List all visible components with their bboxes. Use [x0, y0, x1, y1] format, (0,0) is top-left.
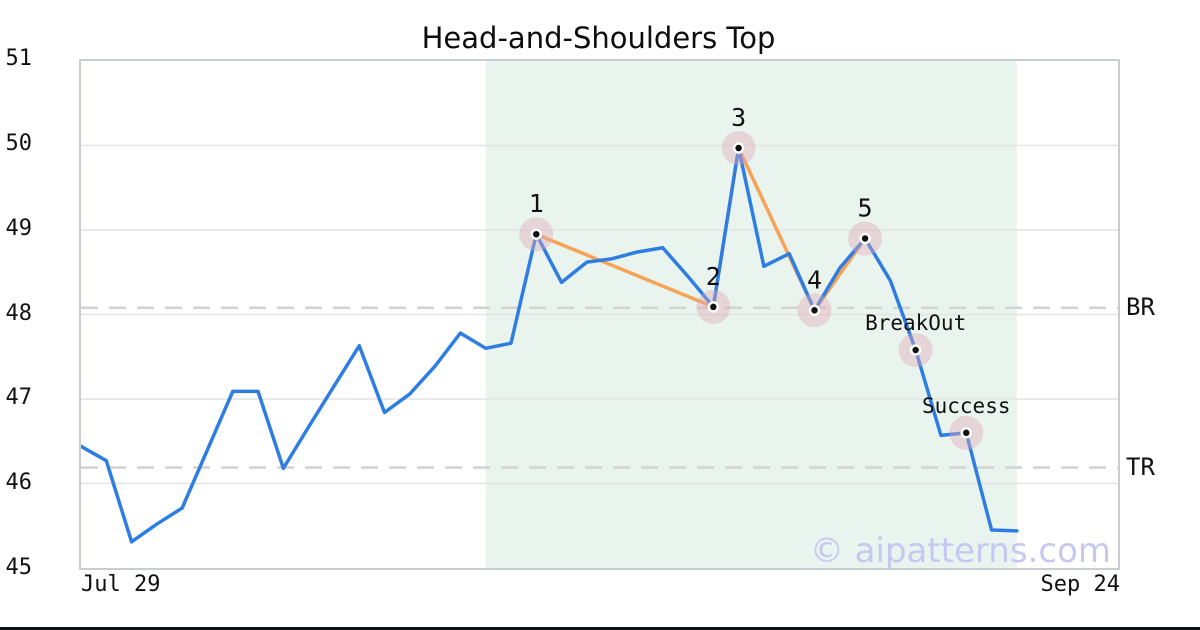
marker-dot-success — [960, 427, 972, 439]
point-label-4: 4 — [807, 265, 822, 294]
x-tick-start: Jul 29 — [81, 572, 161, 597]
point-label-5: 5 — [858, 193, 873, 222]
marker-dot-breakout — [909, 344, 922, 356]
bottom-accent-bar — [0, 627, 1200, 630]
y-tick-45: 45 — [5, 555, 33, 580]
plot-area: 1 2 3 4 5 BreakOut Success — [79, 59, 1120, 570]
level-label-tr: TR — [1126, 453, 1155, 482]
point-label-3: 3 — [731, 103, 746, 132]
point-label-breakout: BreakOut — [865, 311, 966, 335]
marker-dot-1 — [530, 228, 543, 240]
marker-dot-2 — [707, 301, 720, 313]
chart-title: Head-and-Shoulders Top — [421, 21, 776, 55]
y-tick-48: 48 — [5, 300, 33, 326]
marker-dot-5 — [859, 232, 871, 245]
point-label-2: 2 — [706, 262, 721, 291]
y-tick-51: 51 — [5, 46, 33, 71]
x-tick-end: Sep 24 — [1040, 572, 1120, 597]
point-label-1: 1 — [529, 189, 544, 218]
level-label-br: BR — [1126, 292, 1155, 321]
y-tick-46: 46 — [5, 470, 33, 496]
chart-canvas: 1 2 3 4 5 BreakOut Success — [81, 61, 1118, 568]
price-line — [81, 146, 1019, 544]
point-label-success: Success — [922, 394, 1011, 418]
y-tick-47: 47 — [5, 385, 33, 411]
y-tick-49: 49 — [5, 215, 33, 241]
y-tick-50: 50 — [5, 130, 33, 156]
marker-dot-4 — [808, 304, 821, 317]
marker-dot-3 — [732, 142, 745, 154]
